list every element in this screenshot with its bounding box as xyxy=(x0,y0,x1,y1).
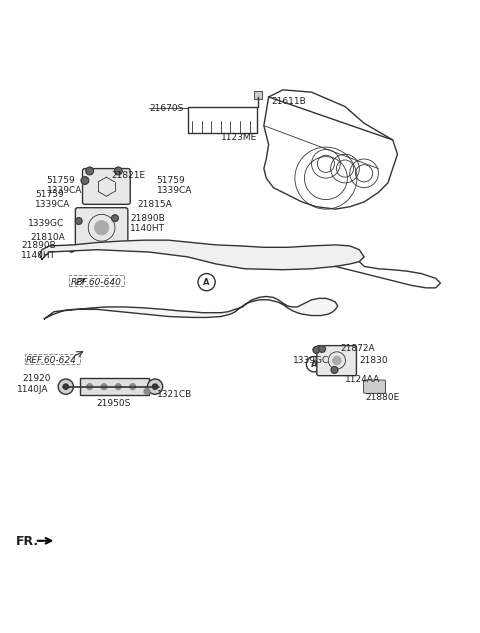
Text: 21872A: 21872A xyxy=(340,344,375,353)
Text: 21810A: 21810A xyxy=(30,233,65,242)
Circle shape xyxy=(331,367,338,373)
Circle shape xyxy=(112,215,118,222)
Circle shape xyxy=(313,346,320,353)
Text: 1321CB: 1321CB xyxy=(156,390,192,399)
Circle shape xyxy=(116,384,121,389)
Polygon shape xyxy=(39,240,364,270)
Circle shape xyxy=(58,379,73,394)
Text: REF.60-624: REF.60-624 xyxy=(26,356,77,365)
Bar xyxy=(80,378,149,395)
Circle shape xyxy=(115,167,122,175)
Circle shape xyxy=(86,167,94,175)
Text: 51759
1339CA: 51759 1339CA xyxy=(35,190,70,210)
Text: 1339GC: 1339GC xyxy=(28,219,64,228)
Text: REF.60-640: REF.60-640 xyxy=(71,278,121,287)
Text: 1140JA: 1140JA xyxy=(17,385,48,394)
Text: 51759
1339CA: 51759 1339CA xyxy=(156,175,192,195)
Bar xyxy=(69,275,124,286)
Text: A: A xyxy=(204,278,210,287)
Text: 51759
1339CA: 51759 1339CA xyxy=(47,175,82,195)
Circle shape xyxy=(147,379,163,394)
Text: 21670S: 21670S xyxy=(149,104,184,113)
Circle shape xyxy=(81,177,89,184)
FancyBboxPatch shape xyxy=(75,208,128,248)
Text: 1123ME: 1123ME xyxy=(221,133,257,142)
Text: 21890B
1140HT: 21890B 1140HT xyxy=(22,241,57,260)
Circle shape xyxy=(75,218,82,224)
Bar xyxy=(254,91,262,99)
Text: 21950S: 21950S xyxy=(97,399,131,408)
Text: 1124AA: 1124AA xyxy=(345,375,380,384)
Text: 21920: 21920 xyxy=(22,374,50,383)
FancyBboxPatch shape xyxy=(317,346,357,375)
Bar xyxy=(188,106,257,133)
Text: 21830: 21830 xyxy=(360,356,388,365)
Circle shape xyxy=(130,384,135,389)
Circle shape xyxy=(68,246,75,252)
FancyBboxPatch shape xyxy=(364,380,385,393)
Bar xyxy=(25,354,80,364)
Text: FR.: FR. xyxy=(16,536,39,548)
Text: A: A xyxy=(311,360,317,368)
Circle shape xyxy=(152,384,158,390)
Polygon shape xyxy=(44,296,338,319)
Circle shape xyxy=(144,389,150,394)
Circle shape xyxy=(101,384,107,389)
Text: 21815A: 21815A xyxy=(137,200,172,209)
Circle shape xyxy=(319,346,325,353)
Text: 21611B: 21611B xyxy=(271,97,306,106)
Circle shape xyxy=(332,356,342,365)
Text: 21890B
1140HT: 21890B 1140HT xyxy=(130,214,165,233)
Circle shape xyxy=(95,220,109,235)
Text: 1339GC: 1339GC xyxy=(292,356,329,365)
Circle shape xyxy=(87,384,93,389)
Text: 21821E: 21821E xyxy=(111,171,145,180)
Circle shape xyxy=(62,384,69,390)
FancyBboxPatch shape xyxy=(83,168,130,204)
Text: 21880E: 21880E xyxy=(365,393,399,402)
